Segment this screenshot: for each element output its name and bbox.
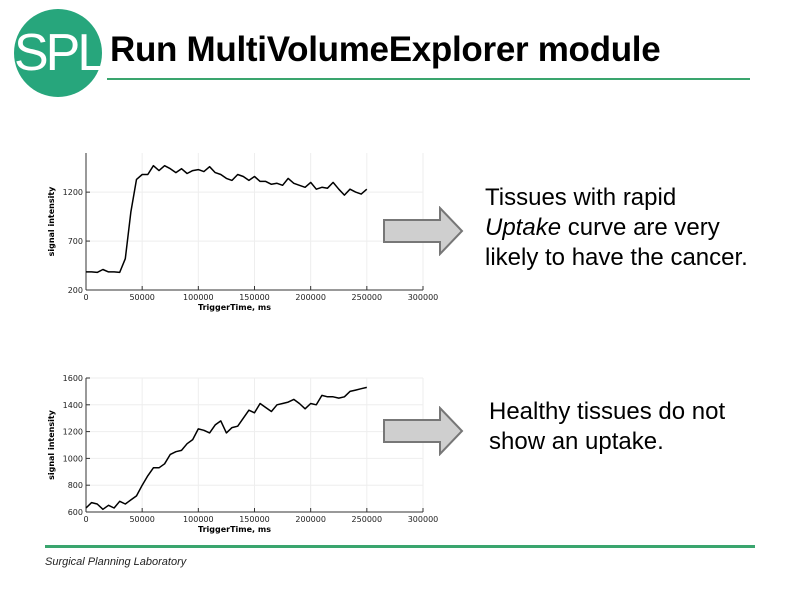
caption-line: show an uptake. [489, 428, 664, 455]
svg-text:100000: 100000 [183, 515, 214, 524]
chart-canvas: 0 50000 100000 150000 200000 250000 300000 200 7… [47, 153, 439, 312]
caption-healthy: Healthy tissues do not show an uptake. [489, 397, 725, 457]
emphasis-uptake: Uptake [485, 214, 562, 241]
svg-text:250000: 250000 [352, 293, 383, 302]
svg-text:TriggerTime, ms: TriggerTime, ms [198, 303, 271, 312]
chart-canvas: 0 50000 100000 150000 200000 250000 300000 600 8… [47, 374, 439, 534]
uptake-chart-cancer: 0 50000 100000 150000 200000 250000 300000 200 7… [40, 145, 440, 320]
caption-line: Uptake curve are very [485, 213, 748, 243]
svg-text:signal intensity: signal intensity [47, 409, 56, 480]
svg-text:600: 600 [68, 508, 83, 517]
svg-text:800: 800 [68, 481, 83, 490]
arrow-right-icon [383, 406, 464, 456]
caption-text: curve are very [561, 214, 720, 241]
caption-line: likely to have the cancer. [485, 244, 748, 271]
caption-line: Healthy tissues do not [489, 398, 726, 425]
svg-text:200: 200 [68, 286, 83, 295]
spl-logo: SPL [14, 9, 106, 97]
caption-cancer: Tissues with rapid Uptake curve are very… [485, 183, 748, 273]
svg-text:300000: 300000 [408, 293, 439, 302]
arrow-right-icon [383, 206, 464, 256]
page-title: Run MultiVolumeExplorer module [110, 30, 661, 69]
svg-text:1200: 1200 [63, 428, 83, 437]
caption-line: Tissues with rapid [485, 184, 677, 211]
svg-text:50000: 50000 [129, 515, 154, 524]
svg-text:700: 700 [68, 237, 83, 246]
svg-text:signal intensity: signal intensity [47, 186, 56, 257]
svg-text:TriggerTime, ms: TriggerTime, ms [198, 525, 271, 534]
svg-text:250000: 250000 [352, 515, 383, 524]
svg-text:50000: 50000 [129, 293, 154, 302]
svg-text:1200: 1200 [63, 188, 83, 197]
uptake-chart-healthy: 0 50000 100000 150000 200000 250000 300000 600 8… [40, 368, 440, 538]
footer-label: Surgical Planning Laboratory [45, 556, 187, 568]
svg-text:100000: 100000 [183, 293, 214, 302]
svg-text:300000: 300000 [408, 515, 439, 524]
svg-text:0: 0 [83, 293, 88, 302]
svg-text:1400: 1400 [63, 401, 83, 410]
logo-text: SPL [14, 24, 106, 82]
svg-text:150000: 150000 [239, 515, 270, 524]
footer-divider [45, 545, 755, 548]
title-divider [107, 78, 750, 80]
svg-text:0: 0 [83, 515, 88, 524]
svg-text:1600: 1600 [63, 374, 83, 383]
svg-text:200000: 200000 [295, 515, 326, 524]
svg-text:150000: 150000 [239, 293, 270, 302]
svg-text:1000: 1000 [63, 454, 83, 463]
svg-text:200000: 200000 [295, 293, 326, 302]
